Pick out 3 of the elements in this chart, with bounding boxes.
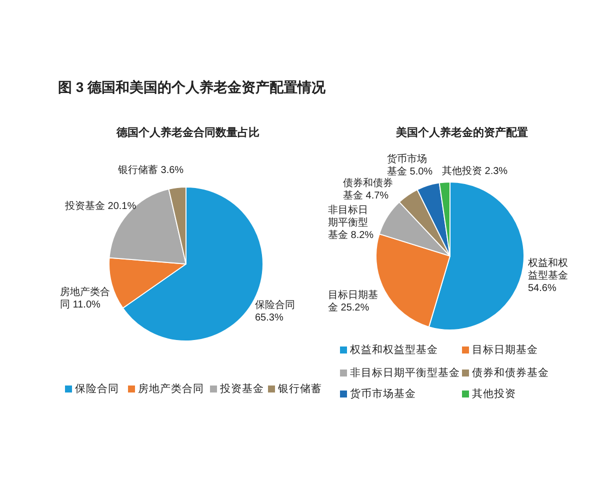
subtitle: 美国个人养老金的资产配置: [396, 127, 528, 139]
subtitle: 德国个人养老金合同数量占比: [116, 127, 260, 139]
title: 图 3 德国和美国的个人养老金资产配置情况: [58, 79, 326, 95]
